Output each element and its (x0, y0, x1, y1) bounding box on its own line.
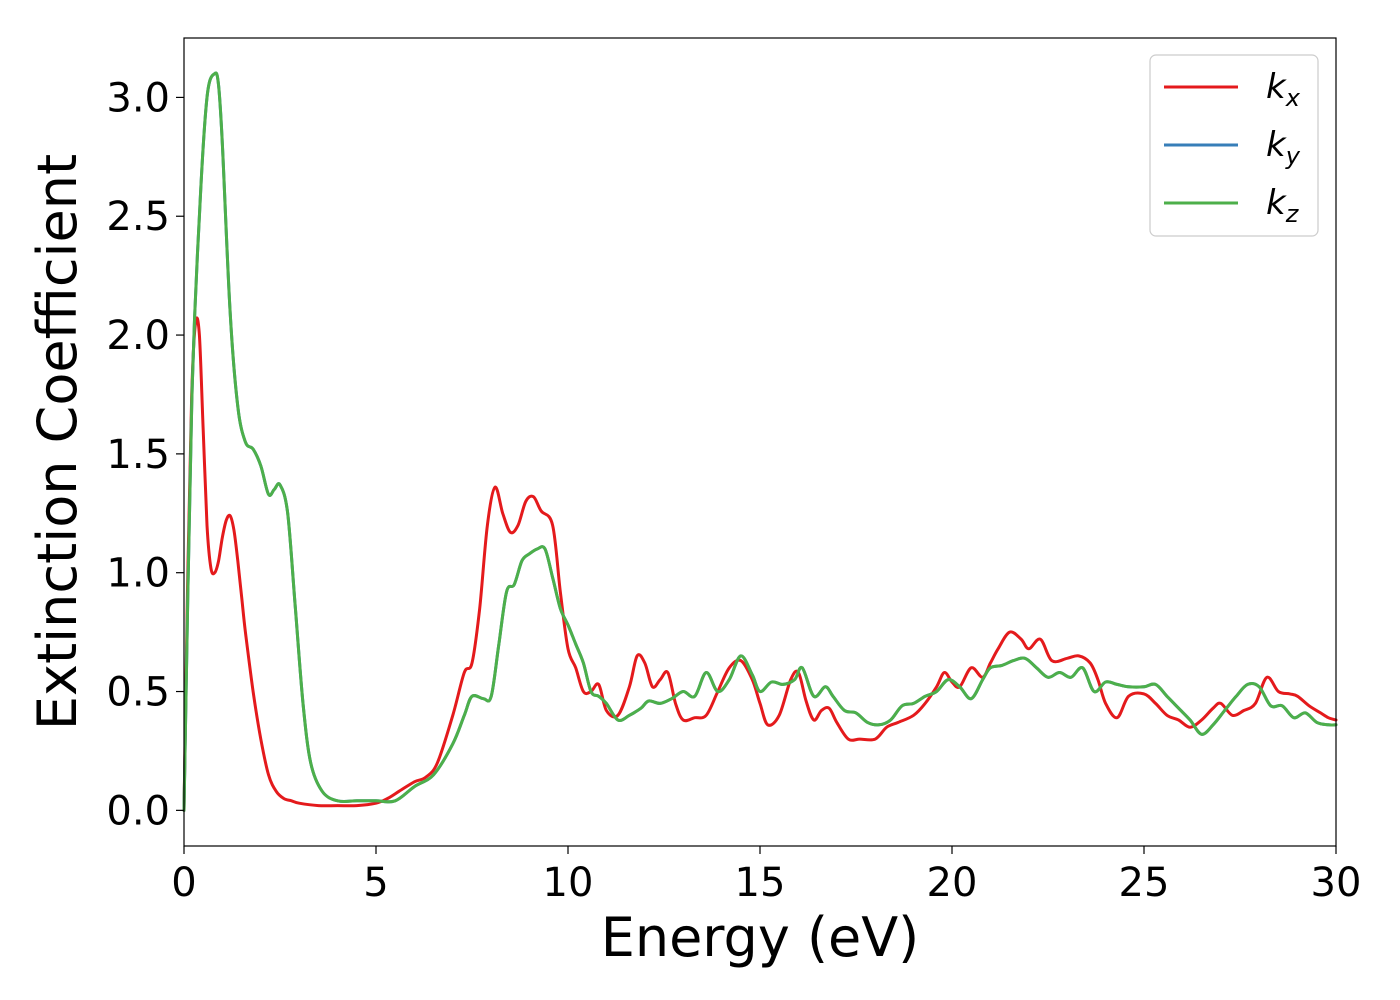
y-axis: 0.0 0.5 1.0 1.5 2.0 2.5 3.0 (106, 75, 184, 834)
x-tick-label: 15 (735, 860, 786, 906)
x-tick-label: 0 (171, 860, 196, 906)
x-tick-label: 25 (1119, 860, 1170, 906)
y-tick-label: 1.5 (106, 432, 170, 478)
y-tick-label: 1.0 (106, 551, 170, 597)
x-tick-label: 5 (363, 860, 388, 906)
x-tick-label: 30 (1311, 860, 1362, 906)
series-layer (182, 71, 1338, 812)
x-tick-label: 20 (927, 860, 978, 906)
plot-background (184, 38, 1336, 846)
y-tick-label: 0.0 (106, 788, 170, 834)
x-axis-title: Energy (eV) (601, 906, 920, 969)
series-line-x (182, 316, 1338, 812)
series-line-z (182, 71, 1338, 812)
y-tick-label: 0.5 (106, 670, 170, 716)
y-tick-label: 2.0 (106, 313, 170, 359)
x-axis: 0 5 10 15 20 25 30 (171, 846, 1361, 906)
y-axis-title: Extinction Coefficient (26, 154, 89, 730)
y-tick-label: 3.0 (106, 75, 170, 121)
y-tick-label: 2.5 (106, 194, 170, 240)
x-tick-label: 10 (543, 860, 594, 906)
